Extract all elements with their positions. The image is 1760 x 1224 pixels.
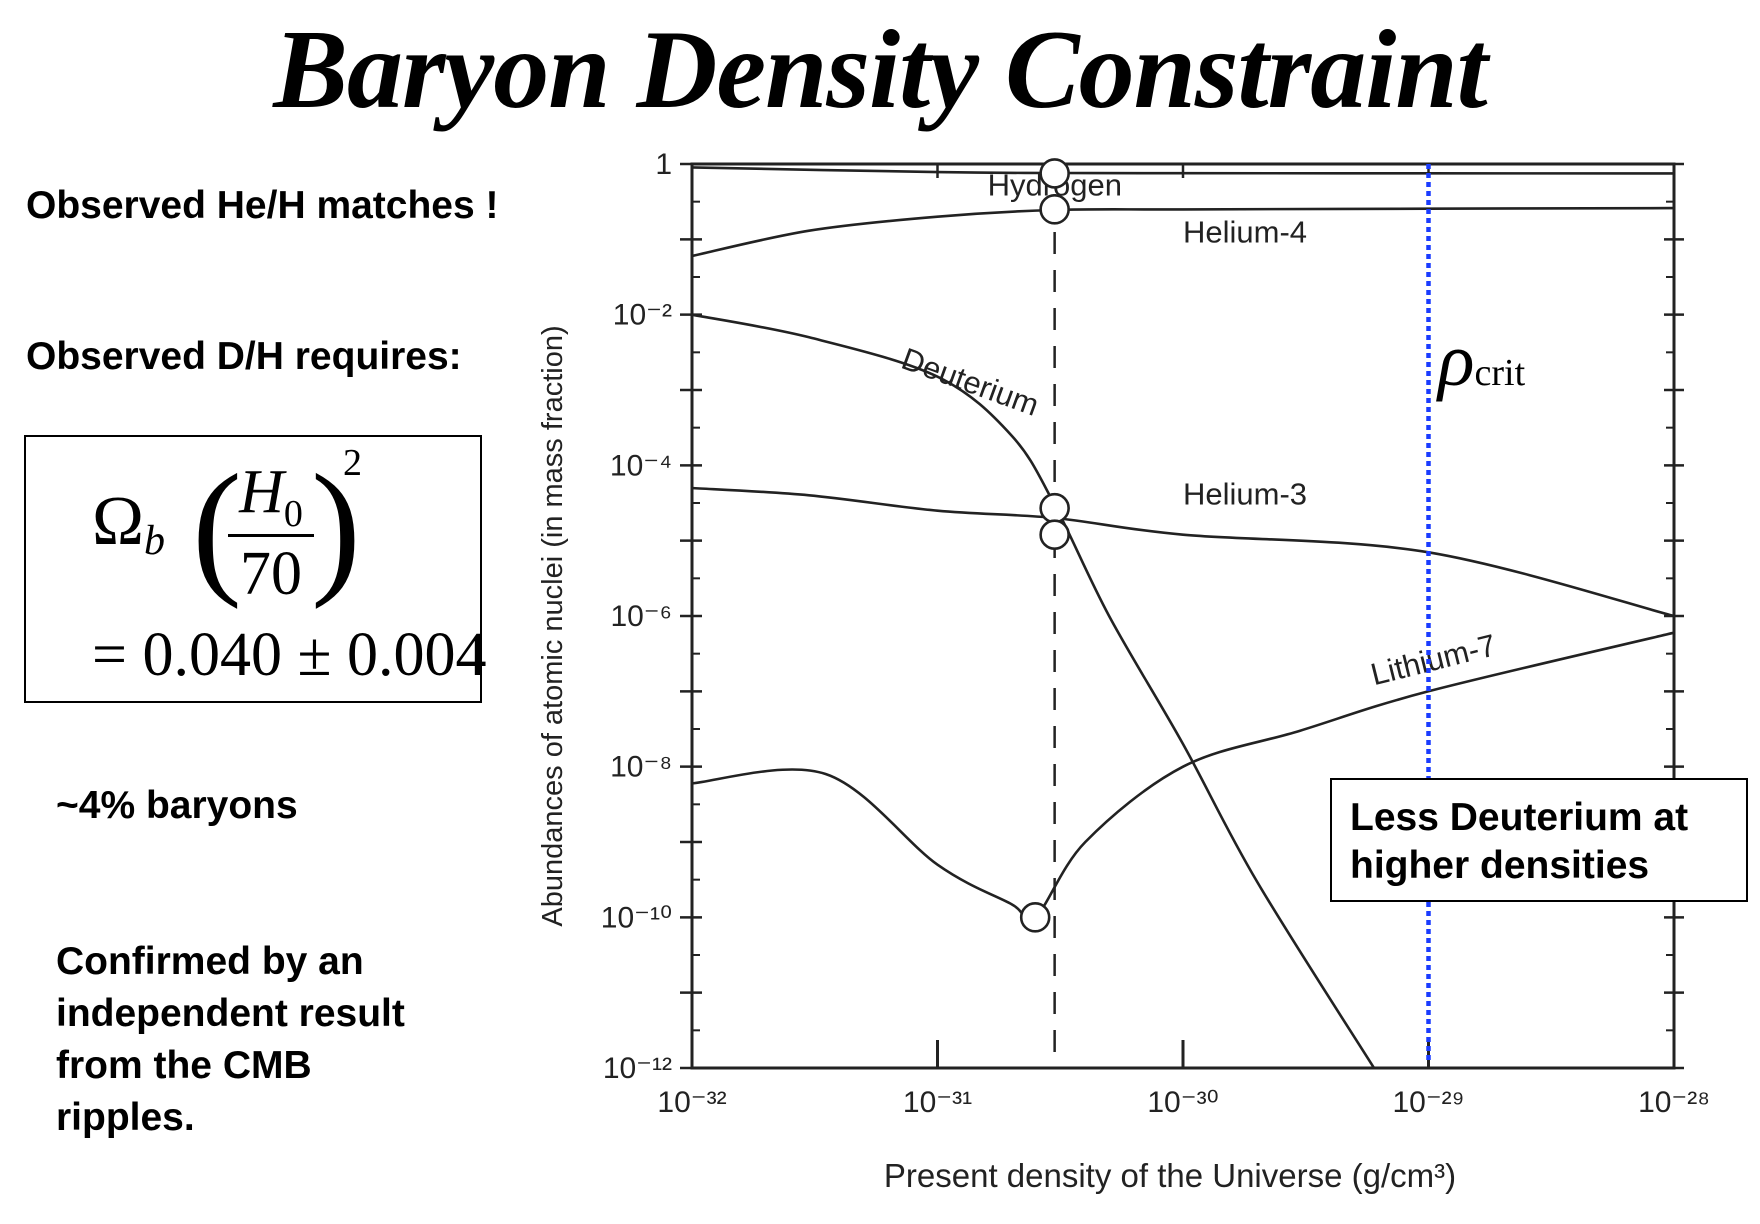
y-tick-label: 10⁻⁴ — [610, 449, 672, 482]
tick-labels: 10⁻³² 10⁻³¹ 10⁻³⁰ 10⁻²⁹ 10⁻²⁸ 1 10⁻² 10⁻⁴ 10⁻⁶ 10… — [601, 148, 1710, 1119]
x-tick-label: 10⁻³² — [657, 1086, 726, 1119]
series-helium-3 — [691, 486, 1675, 618]
series-helium-4 — [691, 206, 1675, 258]
measurement-markers — [1019, 158, 1070, 933]
bullet-he-h: Observed He/H matches ! — [26, 184, 499, 227]
slide-title: Baryon Density Constraint — [273, 8, 1488, 132]
y-tick-label: 10⁻¹⁰ — [601, 901, 672, 934]
rho-crit-label: ρcrit — [1438, 318, 1526, 402]
series-hydrogen — [691, 166, 1675, 175]
series-lithium-7 — [691, 631, 1675, 923]
x-tick-label: 10⁻³⁰ — [1147, 1086, 1218, 1119]
fraction-bar — [228, 534, 314, 537]
measurement-circle — [1019, 902, 1051, 933]
fraction-numerator: H0 — [239, 458, 303, 535]
x-axis-label: Present density of the Universe (g/cm³) — [884, 1157, 1456, 1194]
y-tick-label: 10⁻² — [613, 299, 672, 332]
measurement-circle — [1039, 158, 1070, 189]
y-tick-label: 10⁻⁶ — [610, 600, 672, 633]
abundance-curves: HydrogenHelium-4DeuteriumHelium-3Lithium… — [691, 166, 1675, 1069]
bullet-cmb: Confirmed by an independent result from … — [56, 940, 405, 1139]
left-paren: ( — [192, 444, 242, 610]
y-tick-label: 10⁻¹² — [603, 1052, 672, 1085]
deuterium-note: Less Deuterium at higher densities — [1330, 778, 1748, 902]
reference-lines — [1053, 164, 1431, 1068]
omega-symbol: Ωb — [92, 483, 166, 564]
formula-value: = 0.040 ± 0.004 — [92, 621, 487, 689]
x-tick-label: 10⁻²⁸ — [1638, 1086, 1710, 1119]
axis-ticks — [680, 162, 1684, 1070]
series-label-helium-3: Helium-3 — [1183, 477, 1307, 512]
series-deuterium — [691, 313, 1376, 1069]
plot-border — [690, 162, 1676, 1070]
y-tick-label: 10⁻⁸ — [610, 751, 672, 784]
measurement-circle — [1039, 194, 1070, 225]
fraction-denominator: 70 — [240, 540, 302, 608]
formula-exponent: 2 — [343, 442, 362, 484]
bullet-baryons: ~4% baryons — [56, 784, 298, 827]
y-axis-label: Abundances of atomic nuclei (in mass fra… — [537, 325, 569, 926]
bullet-d-h: Observed D/H requires: — [26, 335, 462, 378]
measurement-circle — [1039, 519, 1070, 551]
measurement-circle — [1039, 492, 1070, 524]
plot-frame — [690, 162, 1676, 1070]
series-label-helium-4: Helium-4 — [1183, 215, 1307, 250]
x-tick-label: 10⁻³¹ — [903, 1086, 972, 1119]
right-paren: ) — [311, 444, 361, 610]
series-label-lithium-7: Lithium-7 — [1367, 627, 1499, 692]
baryon-density-formula: Ωb ( H0 70 ) 2 = 0.040 ± 0.004 — [24, 435, 487, 703]
y-tick-label: 1 — [655, 148, 672, 181]
series-label-deuterium: Deuterium — [897, 341, 1043, 423]
x-tick-label: 10⁻²⁹ — [1392, 1086, 1464, 1119]
